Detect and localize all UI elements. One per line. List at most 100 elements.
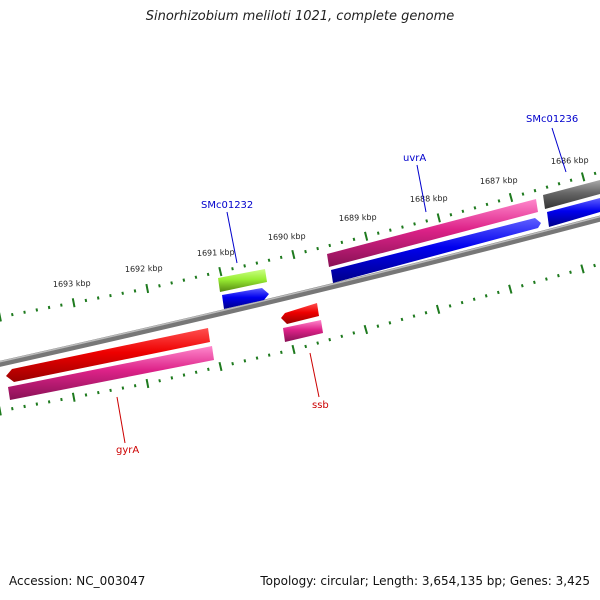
minor-tick [448, 304, 452, 308]
major-tick [0, 312, 2, 322]
minor-tick [316, 341, 320, 345]
major-tick [145, 283, 150, 294]
tick-label-1687: 1687 kbp [480, 176, 518, 186]
major-tick [291, 344, 296, 355]
minor-tick [182, 278, 186, 282]
label-uvra[interactable]: uvrA [403, 153, 426, 164]
minor-tick [425, 219, 429, 223]
minor-tick [170, 376, 174, 380]
minor-tick [207, 367, 210, 372]
major-tick [508, 284, 513, 294]
minor-tick [533, 280, 536, 285]
minor-tick [97, 390, 100, 395]
minor-tick [133, 289, 137, 293]
major-tick [436, 213, 441, 223]
minor-tick [96, 296, 100, 300]
gene-smc01232-inner[interactable] [222, 288, 269, 309]
major-tick [71, 298, 76, 308]
gene-ssb-gene[interactable] [283, 320, 323, 342]
minor-tick [304, 249, 307, 254]
minor-tick [401, 225, 404, 229]
minor-tick [267, 353, 271, 357]
minor-tick [388, 321, 392, 325]
minor-tick [35, 402, 39, 406]
minor-tick [11, 407, 14, 411]
minor-tick [533, 188, 537, 193]
minor-tick [485, 202, 489, 207]
minor-tick [194, 370, 198, 374]
genome-backbone [0, 215, 600, 367]
minor-tick [376, 231, 380, 235]
outer-tick-ruler [0, 171, 597, 322]
tick-label-1686: 1686 kbp [551, 156, 589, 166]
major-tick [145, 378, 150, 389]
minor-tick [496, 290, 500, 295]
gene-uvra-inner[interactable] [331, 218, 541, 283]
minor-tick [412, 314, 416, 318]
minor-tick [340, 240, 344, 245]
minor-tick [231, 361, 234, 366]
label-ssb[interactable]: ssb [312, 400, 329, 411]
gene-smc01236-inner[interactable] [547, 198, 600, 227]
gene-gyra-gene[interactable] [8, 346, 214, 400]
minor-tick [267, 258, 271, 262]
minor-tick [121, 291, 124, 295]
minor-tick [473, 206, 477, 210]
gene-smc01236-outer[interactable] [543, 180, 600, 209]
minor-tick [109, 294, 112, 298]
minor-tick [11, 312, 14, 317]
minor-tick [593, 171, 597, 176]
gene-gyra-cds[interactable] [6, 328, 210, 382]
genome-summary: Topology: circular; Length: 3,654,135 bp… [260, 574, 590, 588]
gene-smc01232-outer[interactable] [218, 269, 267, 292]
major-tick [218, 266, 223, 277]
leader-smc01232 [226, 211, 238, 264]
tick-label-1689: 1689 kbp [339, 213, 377, 223]
leader-gyra [116, 396, 126, 444]
tick-label-1690: 1690 kbp [268, 232, 306, 242]
minor-tick [389, 228, 392, 232]
major-tick [363, 324, 369, 335]
minor-tick [413, 222, 416, 226]
label-smc01236[interactable]: SMc01236 [526, 114, 578, 125]
minor-tick [569, 270, 572, 274]
major-tick [364, 231, 369, 241]
minor-tick [328, 243, 332, 248]
map-title: Sinorhizobium meliloti 1021, complete ge… [145, 9, 455, 24]
major-tick [218, 361, 223, 372]
leader-ssb [309, 352, 320, 398]
minor-tick [35, 308, 39, 312]
minor-tick [243, 359, 247, 363]
minor-tick [484, 294, 488, 298]
minor-tick [352, 237, 356, 242]
minor-tick [593, 263, 596, 268]
minor-tick [158, 284, 161, 288]
minor-tick [449, 213, 453, 217]
minor-tick [545, 277, 548, 281]
accession-label: Accession: NC_003047 [9, 574, 146, 588]
gene-ssb-cds[interactable] [281, 303, 319, 324]
minor-tick [60, 303, 63, 307]
minor-tick [206, 272, 210, 277]
minor-tick [255, 261, 259, 265]
minor-tick [545, 185, 549, 189]
minor-tick [304, 344, 308, 349]
minor-tick [520, 284, 524, 288]
minor-tick [23, 310, 26, 314]
minor-tick [461, 209, 465, 213]
minor-tick [352, 331, 356, 335]
minor-tick [84, 393, 88, 397]
gene-uvra-outer[interactable] [327, 199, 538, 267]
tick-label-1693: 1693 kbp [53, 279, 91, 289]
label-gyra[interactable]: gyrA [116, 445, 139, 456]
label-smc01232[interactable]: SMc01232 [201, 200, 253, 211]
minor-tick [60, 397, 63, 402]
minor-tick [255, 356, 259, 360]
major-tick [71, 392, 76, 402]
major-tick [580, 172, 586, 182]
minor-tick [400, 317, 404, 322]
minor-tick [328, 337, 332, 342]
minor-tick [316, 246, 319, 251]
